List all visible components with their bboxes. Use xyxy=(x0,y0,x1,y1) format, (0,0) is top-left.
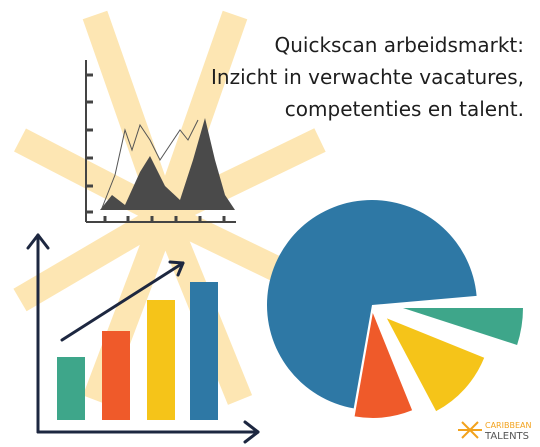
title-line: Quickscan arbeidsmarkt: xyxy=(274,33,524,57)
logo-text: TALENTS xyxy=(484,431,529,442)
bar xyxy=(147,300,175,420)
page: Quickscan arbeidsmarkt: Inzicht in verwa… xyxy=(0,0,540,447)
title-line: competenties en talent. xyxy=(285,97,524,121)
title-line: Inzicht in verwachte vacatures, xyxy=(211,65,524,89)
logo-text: CARIBBEAN xyxy=(485,421,531,430)
bar xyxy=(190,282,218,420)
bar xyxy=(57,357,85,420)
bar xyxy=(102,331,130,420)
